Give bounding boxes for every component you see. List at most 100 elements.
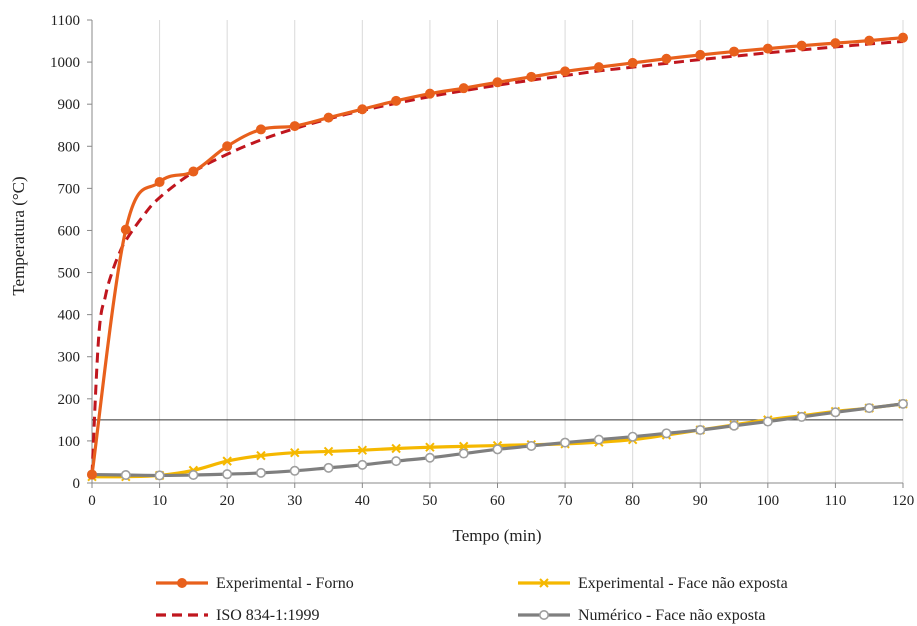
y-tick-label: 100 (58, 434, 81, 450)
data-point-0-8 (357, 104, 368, 115)
legend-item-3: Numérico - Face não exposta (518, 607, 765, 624)
x-tick-label: 10 (152, 493, 167, 509)
x-tick-label: 110 (824, 493, 846, 509)
data-point-2-6 (290, 447, 300, 458)
data-point-0-16 (627, 57, 638, 68)
data-point-0-10 (424, 88, 435, 99)
x-tick-label: 90 (693, 493, 708, 509)
y-tick-label: 800 (58, 139, 81, 155)
data-point-2-5 (256, 450, 266, 461)
y-tick-label: 400 (58, 308, 81, 324)
legend-label-2: Experimental - Face não exposta (578, 575, 788, 592)
data-point-0-19 (729, 46, 740, 57)
data-point-2-4 (222, 456, 232, 466)
x-tick-label: 50 (422, 493, 437, 509)
data-point-0-21 (796, 40, 807, 51)
data-point-0-20 (762, 43, 773, 54)
data-point-0-4 (222, 141, 233, 152)
data-point-3-18 (695, 424, 706, 435)
data-point-0-5 (255, 124, 266, 135)
legend-label-1: ISO 834-1:1999 (216, 607, 320, 624)
data-point-0-7 (323, 112, 334, 123)
data-point-0-14 (560, 66, 571, 77)
series-group (87, 32, 908, 482)
data-point-3-19 (729, 420, 740, 431)
x-tick-label: 70 (558, 493, 573, 509)
data-point-0-12 (492, 77, 503, 88)
y-tick-label: 1000 (50, 55, 80, 71)
y-tick-label: 0 (73, 476, 81, 492)
x-tick-label: 0 (88, 493, 96, 509)
data-point-3-7 (323, 462, 334, 473)
data-point-0-15 (593, 62, 604, 73)
grid (159, 20, 904, 483)
y-tick-label: 200 (58, 392, 81, 408)
data-point-3-5 (255, 467, 266, 478)
x-axis-title: Tempo (min) (453, 526, 542, 545)
series-0 (87, 32, 908, 480)
data-point-2-9 (391, 443, 401, 454)
data-point-3-14 (560, 437, 571, 448)
x-tick-label: 100 (757, 493, 780, 509)
axes: 0 100 200 300 400 500 600 700 800 900 1000 1100 0 10 2… (50, 13, 914, 509)
data-point-2-7-stroke-b (323, 446, 334, 457)
data-point-3-10 (424, 452, 435, 463)
data-point-3-15 (593, 434, 604, 445)
data-point-3-6 (289, 465, 300, 476)
data-point-3-23 (864, 403, 875, 414)
data-point-0-9 (391, 95, 402, 106)
y-tick-label: 900 (58, 97, 81, 113)
y-tick-label: 600 (58, 223, 81, 239)
data-point-2-8-stroke-b (357, 445, 368, 455)
data-point-3-16 (627, 431, 638, 442)
legend-marker-2 (539, 578, 549, 588)
data-point-3-8 (357, 459, 368, 470)
data-point-0-0 (87, 469, 97, 480)
data-point-2-8 (357, 445, 368, 455)
x-tick-label: 30 (287, 493, 302, 509)
data-point-2-10 (425, 442, 435, 452)
data-point-3-11 (458, 448, 469, 459)
data-point-3-24 (897, 398, 908, 409)
axis-labels: Temperatura (°C) Tempo (min) (9, 176, 541, 545)
data-point-2-9-stroke-b (391, 443, 401, 454)
data-point-3-1 (120, 470, 131, 481)
legend-marker-0 (177, 578, 187, 588)
data-point-0-22 (830, 38, 841, 49)
data-point-0-2 (154, 177, 165, 188)
legend: Experimental - Forno ISO 834-1:1999 Experi… (156, 575, 788, 624)
data-point-3-21 (796, 411, 807, 422)
x-tick-label: 40 (355, 493, 370, 509)
data-point-3-2 (154, 470, 165, 481)
data-point-0-11 (458, 83, 469, 94)
data-point-2-7 (323, 446, 334, 457)
y-tick-label: 500 (58, 266, 81, 282)
legend-item-1: ISO 834-1:1999 (156, 607, 320, 624)
y-axis-title: Temperatura (°C) (9, 176, 28, 295)
legend-marker-3 (538, 609, 549, 620)
data-point-0-1 (120, 224, 131, 235)
data-point-3-22 (830, 407, 841, 418)
data-point-2-11 (459, 441, 469, 452)
x-tick-label: 120 (892, 493, 915, 509)
data-point-3-4 (222, 469, 233, 480)
x-tick-label: 80 (625, 493, 640, 509)
legend-marker-2-stroke-b (539, 578, 549, 588)
data-point-3-17 (661, 428, 672, 439)
data-point-2-10-stroke-b (425, 442, 435, 452)
legend-label-0: Experimental - Forno (216, 575, 354, 592)
x-tick-label: 20 (220, 493, 235, 509)
data-point-3-9 (391, 456, 402, 467)
data-point-3-12 (492, 444, 503, 455)
data-point-0-18 (695, 49, 706, 60)
data-point-0-23 (864, 35, 875, 46)
data-point-0-17 (661, 53, 672, 64)
y-tick-label: 1100 (51, 13, 80, 29)
data-point-2-6-stroke-b (290, 447, 300, 458)
y-tick-label: 300 (58, 350, 81, 366)
legend-item-0: Experimental - Forno (156, 575, 354, 592)
y-tick-label: 700 (58, 181, 81, 197)
data-point-3-13 (526, 440, 537, 451)
